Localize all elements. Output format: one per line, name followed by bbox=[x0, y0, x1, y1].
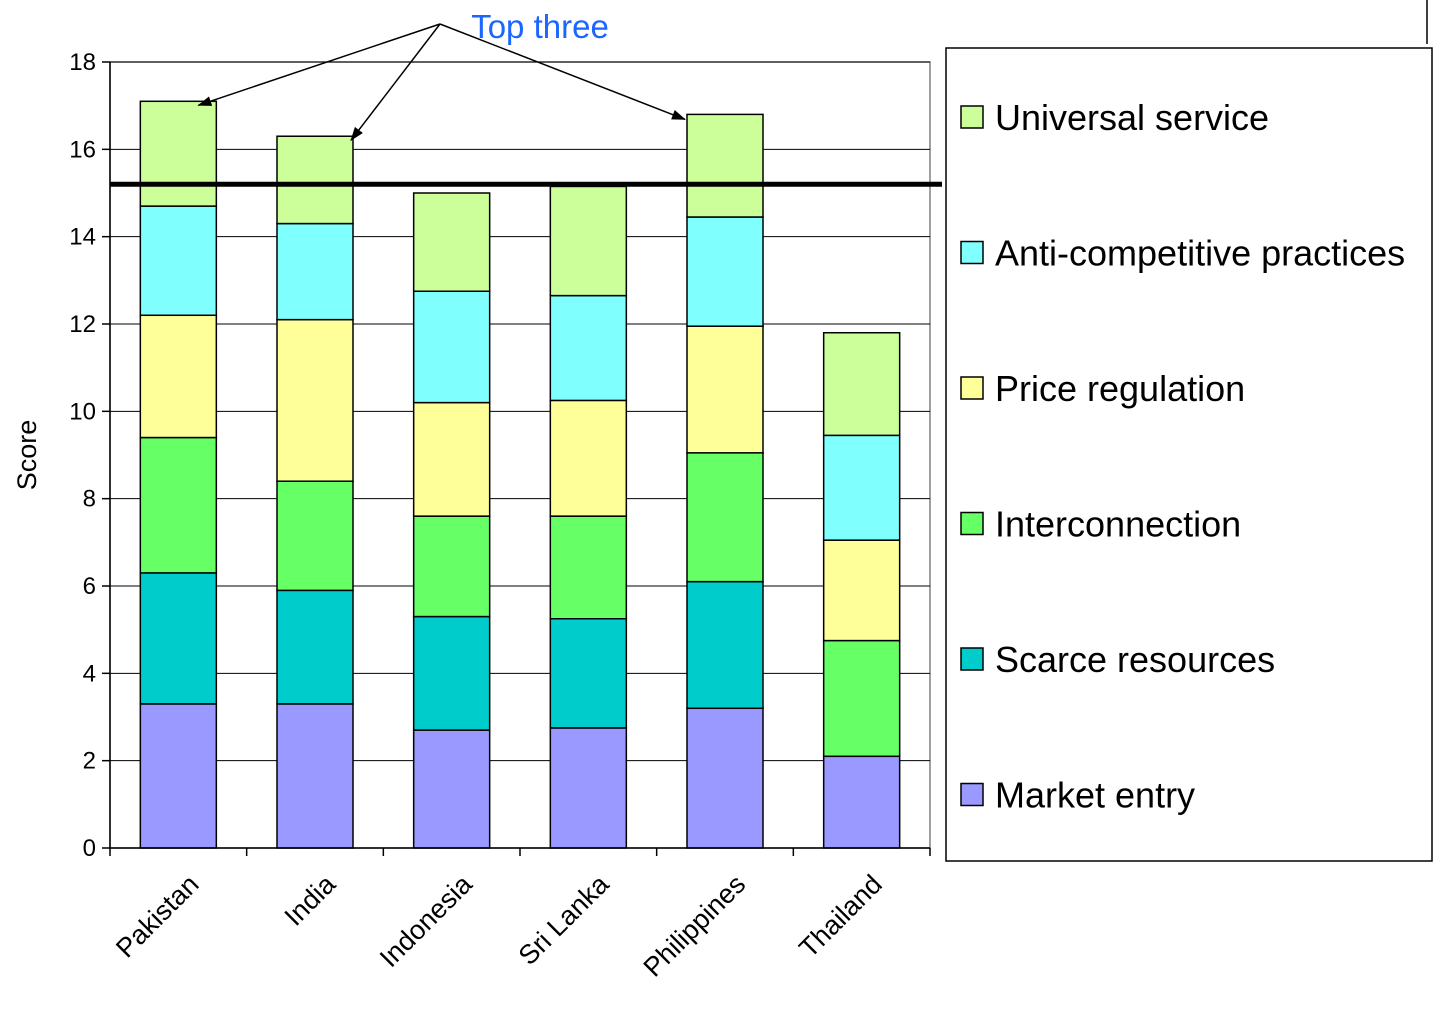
annotation-text: Top three bbox=[471, 8, 609, 45]
legend-items: Universal service Anti-competitive practi… bbox=[960, 97, 1405, 816]
annotation-arrow bbox=[197, 23, 441, 107]
bar-segment bbox=[276, 589, 354, 705]
y-tick-label: 2 bbox=[83, 748, 96, 775]
bar-segment bbox=[686, 707, 764, 849]
plot-area bbox=[109, 61, 931, 849]
bar-segment bbox=[139, 703, 218, 849]
bar-segment bbox=[549, 294, 628, 402]
legend-swatch bbox=[960, 105, 984, 129]
legend-swatch bbox=[960, 376, 984, 400]
bar-segment bbox=[549, 515, 628, 620]
legend-swatch bbox=[960, 647, 984, 671]
bar-segment bbox=[139, 436, 218, 574]
y-tick-label: 0 bbox=[83, 835, 96, 862]
y-tick-label: 8 bbox=[83, 486, 96, 513]
bar-segment bbox=[686, 113, 764, 218]
bar-segment bbox=[549, 727, 628, 849]
y-tick-label: 12 bbox=[69, 311, 96, 338]
y-tick-label: 10 bbox=[69, 398, 96, 425]
bar-segment bbox=[276, 318, 354, 482]
bar-segment bbox=[686, 452, 764, 583]
bar-segment bbox=[822, 539, 901, 642]
legend-label: Scarce resources bbox=[995, 639, 1275, 680]
y-tick-label: 18 bbox=[69, 49, 96, 76]
bar-segment bbox=[549, 185, 628, 297]
annotation-arrow bbox=[350, 23, 441, 142]
bar-segment bbox=[276, 222, 354, 321]
y-tick-label: 6 bbox=[83, 573, 96, 600]
x-category-label: Thailand bbox=[793, 869, 887, 963]
bar-segment bbox=[139, 314, 218, 439]
bar-segment bbox=[822, 331, 901, 437]
bar-segment bbox=[822, 434, 901, 541]
grid-lines bbox=[110, 61, 930, 762]
legend-label: Market entry bbox=[995, 775, 1195, 816]
x-category-label: Sri Lanka bbox=[513, 868, 616, 971]
bar-segment bbox=[686, 325, 764, 454]
y-tick-label: 14 bbox=[69, 224, 96, 251]
x-category-label: Pakistan bbox=[110, 869, 204, 963]
y-tick-labels: 0 2 4 6 8 10 12 14 16 18 bbox=[69, 49, 110, 862]
legend-label: Universal service bbox=[995, 97, 1269, 138]
legend: Universal service Anti-competitive practi… bbox=[945, 47, 1433, 862]
legend-box bbox=[945, 47, 1433, 862]
annotation-arrows bbox=[197, 23, 686, 142]
bar-segment bbox=[412, 515, 491, 618]
bar-segment bbox=[549, 399, 628, 517]
x-category-label: Philippines bbox=[638, 869, 752, 983]
bars-group bbox=[139, 100, 901, 849]
bar-segment bbox=[549, 618, 628, 729]
y-axis-title: Score bbox=[12, 420, 42, 491]
legend-label: Price regulation bbox=[995, 368, 1245, 409]
x-category-label: India bbox=[279, 868, 342, 931]
bar-segment bbox=[412, 401, 491, 517]
bar-segment bbox=[276, 703, 354, 849]
bar-segment bbox=[139, 572, 218, 705]
x-category-label: Indonesia bbox=[374, 868, 479, 973]
bar-segment bbox=[686, 216, 764, 327]
bar-segment bbox=[822, 639, 901, 758]
bar-segment bbox=[139, 205, 218, 317]
bar-segment bbox=[412, 615, 491, 731]
legend-swatch bbox=[960, 782, 984, 807]
bar-segment bbox=[822, 755, 901, 849]
y-tick-label: 16 bbox=[69, 136, 96, 163]
legend-swatch bbox=[960, 511, 984, 536]
bar-segment bbox=[412, 290, 491, 404]
bar-segment bbox=[412, 192, 491, 292]
annotation-arrow bbox=[439, 23, 686, 121]
bar-segment bbox=[276, 135, 354, 225]
legend-label: Anti-competitive practices bbox=[995, 233, 1405, 274]
bar-segment bbox=[686, 580, 764, 710]
x-tick-labels: Pakistan India Indonesia Sri Lanka Philippin… bbox=[109, 848, 931, 983]
bar-segment bbox=[139, 100, 218, 207]
legend-swatch bbox=[960, 240, 984, 265]
top-three-annotation: Top three bbox=[197, 8, 686, 142]
y-tick-label: 4 bbox=[83, 660, 96, 687]
bar-segment bbox=[412, 729, 491, 849]
bar-segment bbox=[276, 480, 354, 592]
legend-label: Interconnection bbox=[995, 504, 1241, 545]
